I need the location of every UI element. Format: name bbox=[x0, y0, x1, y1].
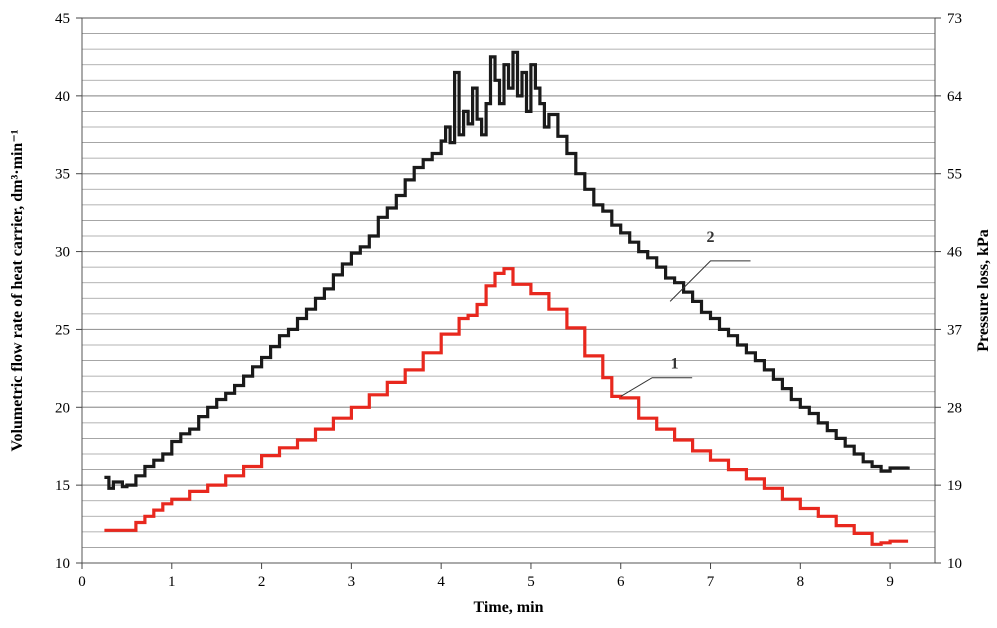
x-tick-label: 7 bbox=[707, 574, 715, 590]
x-tick-label: 4 bbox=[437, 574, 445, 590]
labels-layer: 1 2 Time, min Volumetric flow rate of heat … bbox=[9, 129, 992, 616]
y-left-tick-label: 15 bbox=[55, 478, 70, 494]
y-right-tick-label: 73 bbox=[947, 11, 962, 27]
series-1-line bbox=[104, 267, 909, 546]
series-2-label: 2 bbox=[707, 229, 715, 246]
y-right-tick-label: 28 bbox=[947, 400, 962, 416]
x-tick-label: 5 bbox=[527, 574, 535, 590]
series-1-label: 1 bbox=[671, 355, 679, 372]
y-right-tick-label: 19 bbox=[947, 478, 962, 494]
x-tick-label: 0 bbox=[78, 574, 86, 590]
series-1-leader-line bbox=[620, 377, 693, 397]
y-right-tick-label: 64 bbox=[947, 89, 963, 105]
y-left-tick-label: 10 bbox=[55, 556, 70, 572]
y-right-tick-label: 10 bbox=[947, 556, 962, 572]
y-left-tick-label: 25 bbox=[55, 322, 70, 338]
grid bbox=[82, 33, 935, 548]
plot-area-border bbox=[81, 17, 936, 564]
series-2-line bbox=[104, 50, 910, 490]
x-axis-title: Time, min bbox=[474, 599, 544, 616]
y-right-tick-label: 55 bbox=[947, 167, 962, 183]
ticks-layer: 0 1 2 3 4 5 6 7 8 9101520253035404510192837465564… bbox=[55, 11, 963, 590]
y-left-axis-title: Volumetric flow rate of heat carrier, dm… bbox=[9, 129, 26, 451]
x-tick-label: 9 bbox=[886, 574, 894, 590]
y-left-tick-label: 40 bbox=[55, 89, 70, 105]
x-tick-label: 8 bbox=[797, 574, 805, 590]
plot-frame bbox=[81, 17, 936, 564]
series-layer bbox=[104, 50, 910, 546]
x-tick-label: 1 bbox=[168, 574, 176, 590]
series-2-leader-line bbox=[669, 260, 751, 302]
y-right-tick-label: 46 bbox=[947, 245, 963, 261]
y-left-tick-label: 45 bbox=[55, 11, 70, 27]
x-tick-label: 2 bbox=[258, 574, 266, 590]
y-right-axis-title: Pressure loss, kPa bbox=[975, 229, 992, 352]
y-left-tick-label: 30 bbox=[55, 245, 70, 261]
y-left-tick-label: 20 bbox=[55, 400, 70, 416]
y-right-tick-label: 37 bbox=[947, 322, 963, 338]
x-tick-label: 3 bbox=[348, 574, 356, 590]
x-tick-label: 6 bbox=[617, 574, 625, 590]
y-left-tick-label: 35 bbox=[55, 167, 70, 183]
